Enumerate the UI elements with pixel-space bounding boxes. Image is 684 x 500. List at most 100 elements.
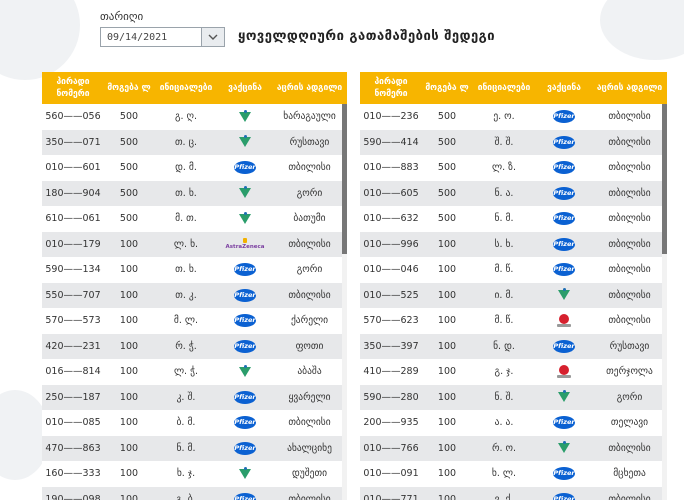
ticket-cell: 010——883 — [360, 155, 422, 181]
place-cell: თბილისი — [592, 486, 667, 500]
table-row: 550——707 100 თ. კ. Pfizer თბილისი — [42, 282, 347, 308]
prize-cell: 500 — [104, 155, 154, 181]
scrollbar-track[interactable] — [342, 104, 347, 500]
pfizer-logo-icon: Pfizer — [234, 441, 256, 455]
vaccine-cell: Pfizer — [218, 308, 272, 334]
place-cell: მცხეთა — [592, 461, 667, 487]
pfizer-logo-icon: Pfizer — [234, 288, 256, 302]
sinovac-logo-icon — [238, 466, 252, 481]
initials-cell: ლ. ჭ. — [154, 359, 218, 385]
vaccine-cell — [536, 359, 592, 385]
initials-cell: ა. ა. — [472, 410, 536, 436]
table-row: 010——766 100 რ. ო. თბილისი — [360, 435, 667, 461]
table-row: 410——289 100 გ. ჯ. თერჯოლა — [360, 359, 667, 385]
ticket-cell: 570——623 — [360, 308, 422, 334]
initials-cell: ნ. შ. — [472, 384, 536, 410]
place-cell: რუსთავი — [272, 129, 347, 155]
place-cell: თერჯოლა — [592, 359, 667, 385]
prize-cell: 500 — [422, 206, 472, 232]
initials-cell: ბ. მ. — [154, 410, 218, 436]
date-value[interactable]: 09/14/2021 — [107, 31, 168, 43]
pfizer-logo-icon: Pfizer — [553, 263, 575, 277]
chevron-down-icon[interactable] — [201, 28, 224, 46]
ticket-cell: 010——046 — [360, 257, 422, 283]
prize-cell: 100 — [104, 435, 154, 461]
place-cell: თბილისი — [592, 282, 667, 308]
prize-cell: 100 — [104, 384, 154, 410]
ticket-cell: 420——231 — [42, 333, 104, 359]
vaccine-cell: Pfizer — [218, 155, 272, 181]
initials-cell: რ. ო. — [472, 435, 536, 461]
initials-cell: გ. ჯ. — [472, 359, 536, 385]
header-initials: ინიციალები — [154, 72, 218, 104]
vaccine-cell: Pfizer — [218, 384, 272, 410]
table-row: 470——863 100 ნ. მ. Pfizer ახალციხე — [42, 435, 347, 461]
vaccine-cell — [218, 359, 272, 385]
prize-cell: 500 — [422, 104, 472, 130]
initials-cell: თ. ხ. — [154, 257, 218, 283]
vaccine-cell: Pfizer — [536, 410, 592, 436]
vaccine-cell: Pfizer — [536, 155, 592, 181]
ticket-cell: 010——179 — [42, 231, 104, 257]
vaccine-cell — [218, 129, 272, 155]
ticket-cell: 010——091 — [360, 461, 422, 487]
table-row: 010——179 100 ლ. ხ. AstraZeneca თბილისი — [42, 231, 347, 257]
vaccine-cell: Pfizer — [218, 333, 272, 359]
pfizer-logo-icon: Pfizer — [553, 186, 575, 200]
vaccine-cell: Pfizer — [536, 257, 592, 283]
header-vaccine: ვაქცინა — [536, 72, 592, 104]
table-row: 180——904 500 თ. ხ. გორი — [42, 180, 347, 206]
prize-cell: 500 — [422, 180, 472, 206]
vaccine-cell — [536, 308, 592, 334]
table-row: 420——231 100 რ. ჭ. Pfizer ფოთი — [42, 333, 347, 359]
vaccine-cell: Pfizer — [536, 486, 592, 500]
vaccine-cell — [218, 206, 272, 232]
initials-cell: თ. ხ. — [154, 180, 218, 206]
bg-virus-decoration — [0, 0, 80, 80]
initials-cell: რ. ჭ. — [154, 333, 218, 359]
table-row: 010——085 100 ბ. მ. Pfizer თბილისი — [42, 410, 347, 436]
pfizer-logo-icon: Pfizer — [234, 314, 256, 328]
scrollbar-thumb[interactable] — [342, 104, 347, 254]
ticket-cell: 610——061 — [42, 206, 104, 232]
pfizer-logo-icon: Pfizer — [234, 339, 256, 353]
place-cell: თბილისი — [592, 435, 667, 461]
vaccine-cell: Pfizer — [536, 206, 592, 232]
initials-cell: დ. მ. — [154, 155, 218, 181]
pfizer-logo-icon: Pfizer — [553, 467, 575, 481]
place-cell: ახალციხე — [272, 435, 347, 461]
ticket-cell: 010——605 — [360, 180, 422, 206]
scrollbar-track[interactable] — [662, 104, 667, 500]
header-prize: მოგება ლ — [104, 72, 154, 104]
place-cell: გორი — [272, 180, 347, 206]
initials-cell: მ. წ. — [472, 308, 536, 334]
vaccine-cell: Pfizer — [536, 461, 592, 487]
place-cell: თბილისი — [272, 282, 347, 308]
initials-cell: გ. ღ. — [154, 104, 218, 130]
pfizer-logo-icon: Pfizer — [553, 237, 575, 251]
place-cell: რუსთავი — [592, 333, 667, 359]
page-title: ყოველდღიური გათამაშების შედეგი — [238, 29, 496, 44]
initials-cell: ლ. ზ. — [472, 155, 536, 181]
ticket-cell: 010——236 — [360, 104, 422, 130]
prize-cell: 100 — [104, 282, 154, 308]
ticket-cell: 590——414 — [360, 129, 422, 155]
sinovac-logo-icon — [557, 441, 571, 455]
place-cell: ხარაგაული — [272, 104, 347, 130]
initials-cell: ე. ო. — [472, 104, 536, 130]
scrollbar-thumb[interactable] — [662, 104, 667, 254]
header-ticket: პირადი ნომერი — [42, 72, 104, 104]
place-cell: თბილისი — [592, 104, 667, 130]
prize-cell: 100 — [104, 359, 154, 385]
date-picker[interactable]: 09/14/2021 — [100, 27, 225, 47]
initials-cell: ნ. მ. — [154, 435, 218, 461]
table-row: 010——236 500 ე. ო. Pfizer თბილისი — [360, 104, 667, 130]
ticket-cell: 590——134 — [42, 257, 104, 283]
place-cell: გორი — [592, 384, 667, 410]
place-cell: თბილისი — [272, 410, 347, 436]
ticket-cell: 010——632 — [360, 206, 422, 232]
ticket-cell: 010——085 — [42, 410, 104, 436]
initials-cell: თ. ც. — [154, 129, 218, 155]
ticket-cell: 200——935 — [360, 410, 422, 436]
place-cell: გორი — [272, 257, 347, 283]
